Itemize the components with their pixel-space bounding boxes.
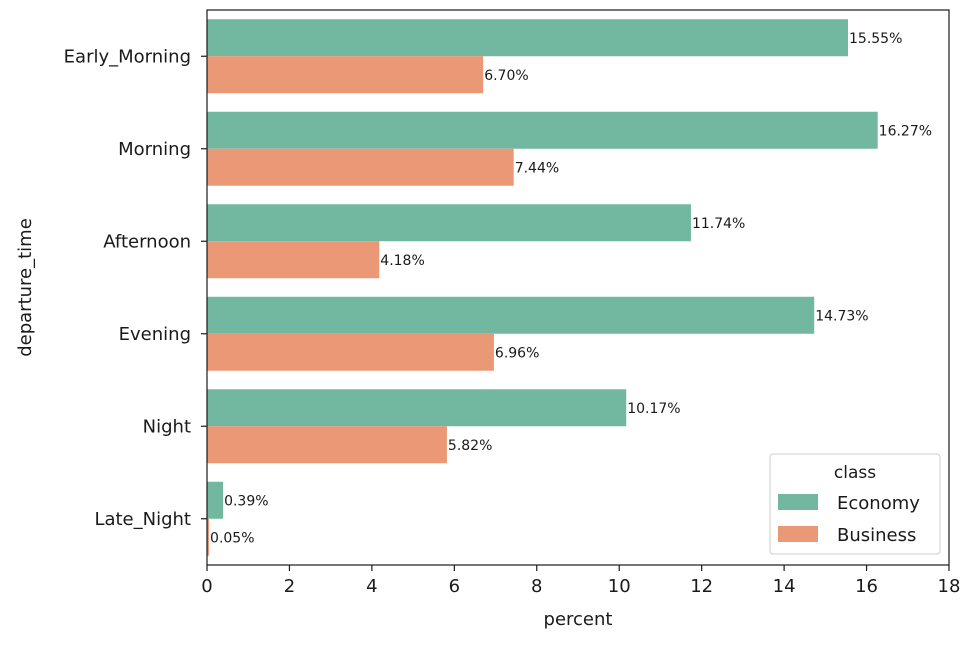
bar-economy-late_night <box>207 481 224 519</box>
bar-business-evening <box>207 333 494 371</box>
bar-economy-afternoon <box>207 204 691 242</box>
data-label-business-night: 5.82% <box>448 438 492 454</box>
x-tick-label: 0 <box>201 576 212 597</box>
x-tick-label: 8 <box>531 576 542 597</box>
x-tick-label: 10 <box>608 576 631 597</box>
legend-swatch-business <box>778 526 818 542</box>
bars-layer <box>207 19 878 556</box>
y-tick-label: Evening <box>119 324 191 345</box>
bar-economy-night <box>207 389 627 427</box>
x-tick-label: 2 <box>284 576 295 597</box>
bar-economy-early_morning <box>207 19 849 57</box>
data-label-business-morning: 7.44% <box>515 160 559 176</box>
x-tick-label: 12 <box>690 576 713 597</box>
legend-swatch-economy <box>778 494 818 510</box>
data-label-economy-afternoon: 11.74% <box>692 216 745 232</box>
bar-business-late_night <box>207 518 210 556</box>
legend-label-economy: Economy <box>837 493 920 514</box>
y-axis: Early_Morning Morning Afternoon Evening Nigh… <box>64 46 207 530</box>
data-label-economy-late_night: 0.39% <box>224 493 268 509</box>
bar-economy-morning <box>207 111 878 149</box>
data-label-economy-evening: 14.73% <box>815 308 868 324</box>
x-axis: 0 2 4 6 8 10 12 14 16 18 <box>201 565 960 597</box>
data-label-business-afternoon: 4.18% <box>380 253 424 269</box>
data-label-economy-morning: 16.27% <box>879 123 932 139</box>
data-labels-layer: 15.55% 6.70% 16.27% 7.44% 11.74% 4.18% 14.73% 6… <box>210 31 932 547</box>
y-tick-label: Late_Night <box>94 509 191 530</box>
x-tick-label: 6 <box>449 576 460 597</box>
legend-items: Economy Business <box>778 493 920 546</box>
bar-business-morning <box>207 148 514 186</box>
y-axis-label: departure_time <box>15 218 36 357</box>
data-label-business-evening: 6.96% <box>495 345 539 361</box>
y-tick-label: Morning <box>118 139 191 160</box>
data-label-business-early_morning: 6.70% <box>484 68 528 84</box>
plot-frame <box>206 9 950 566</box>
legend: class Economy Business <box>769 453 941 555</box>
legend-title: class <box>834 463 876 483</box>
x-tick-label: 14 <box>773 576 796 597</box>
y-tick-label: Afternoon <box>103 231 191 252</box>
bar-business-early_morning <box>207 56 484 94</box>
data-label-business-late_night: 0.05% <box>210 530 254 546</box>
x-tick-label: 18 <box>938 576 961 597</box>
x-tick-label: 16 <box>855 576 878 597</box>
legend-label-business: Business <box>837 525 916 546</box>
y-tick-label: Early_Morning <box>64 46 191 67</box>
bar-economy-evening <box>207 296 815 334</box>
bar-business-afternoon <box>207 241 380 279</box>
bar-business-night <box>207 426 447 464</box>
y-tick-label: Night <box>143 416 191 437</box>
x-axis-label: percent <box>544 609 613 630</box>
data-label-economy-night: 10.17% <box>627 401 680 417</box>
data-label-economy-early_morning: 15.55% <box>849 31 902 47</box>
x-tick-label: 4 <box>366 576 377 597</box>
